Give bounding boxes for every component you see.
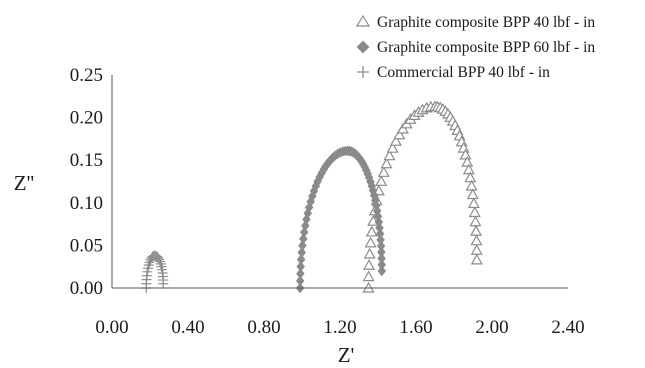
legend-label-graphite-60: Graphite composite BPP 60 lbf - in — [377, 39, 595, 56]
data-point — [465, 179, 478, 191]
data-point — [464, 171, 477, 183]
x-axis-title: Z' — [338, 343, 355, 367]
axes — [111, 75, 568, 289]
x-tick-label: 2.40 — [551, 317, 584, 338]
x-tick-label: 0.40 — [171, 317, 204, 338]
data-point — [470, 253, 483, 265]
legend-entry-graphite-60: Graphite composite BPP 60 lbf - in — [356, 39, 595, 56]
legend-label-commercial-40: Commercial BPP 40 lbf - in — [377, 64, 550, 81]
x-tick-label: 0.80 — [247, 317, 280, 338]
data-point — [144, 257, 155, 268]
data-point — [380, 157, 393, 169]
data-point — [461, 155, 474, 167]
legend-marker-triangle — [355, 14, 371, 27]
data-point — [365, 225, 378, 237]
y-tick-label: 0.20 — [70, 108, 103, 129]
data-point — [375, 175, 388, 186]
y-tick-label: 0.10 — [70, 193, 103, 214]
data-point — [383, 149, 396, 161]
data-point — [154, 256, 165, 267]
x-tick-labels: 0.00 0.40 0.80 1.20 1.60 2.00 2.40 — [95, 317, 584, 338]
data-point — [363, 247, 376, 259]
series-2 — [141, 250, 169, 293]
data-point — [467, 197, 480, 209]
data-point — [469, 215, 482, 227]
data-point — [393, 128, 406, 140]
y-tick-label: 0.25 — [70, 65, 103, 86]
y-tick-labels: 0.00 0.05 0.10 0.15 0.20 0.25 — [70, 65, 103, 299]
legend-entry-commercial-40: Commercial BPP 40 lbf - in — [357, 64, 550, 81]
data-point — [298, 240, 307, 252]
data-point — [296, 268, 305, 280]
data-point — [362, 270, 375, 282]
data-point — [462, 163, 475, 175]
plot-area — [141, 100, 483, 294]
data-point — [466, 188, 479, 200]
x-tick-label: 1.20 — [323, 317, 356, 338]
data-point — [377, 166, 390, 177]
y-axis-title: Z'' — [14, 171, 34, 195]
data-point — [459, 148, 472, 160]
data-point — [377, 265, 387, 277]
y-tick-label: 0.05 — [70, 235, 103, 256]
data-point — [470, 224, 483, 236]
data-point — [296, 261, 306, 272]
x-tick-label: 2.00 — [475, 317, 508, 338]
data-point — [364, 236, 377, 248]
series-0 — [362, 100, 483, 293]
data-point — [468, 206, 481, 218]
data-point — [470, 244, 483, 255]
y-tick-label: 0.00 — [70, 278, 103, 299]
data-point — [396, 122, 409, 134]
data-point — [363, 259, 376, 270]
x-tick-label: 0.00 — [95, 317, 128, 338]
legend: Graphite composite BPP 40 lbf - in Graph… — [355, 14, 595, 81]
data-point — [298, 233, 308, 245]
legend-marker-plus — [357, 66, 369, 78]
data-point — [154, 254, 165, 265]
data-point — [297, 247, 307, 258]
data-point — [470, 234, 483, 246]
x-tick-label: 1.60 — [399, 317, 432, 338]
legend-entry-graphite-40: Graphite composite BPP 40 lbf - in — [355, 14, 595, 31]
legend-label-graphite-40: Graphite composite BPP 40 lbf - in — [377, 14, 595, 31]
series-1 — [295, 145, 387, 294]
data-point — [296, 254, 306, 265]
legend-marker-diamond — [356, 40, 370, 54]
data-point — [295, 275, 305, 287]
y-tick-label: 0.15 — [70, 150, 103, 171]
data-point — [158, 278, 169, 289]
data-point — [389, 134, 402, 146]
data-point — [386, 141, 399, 153]
